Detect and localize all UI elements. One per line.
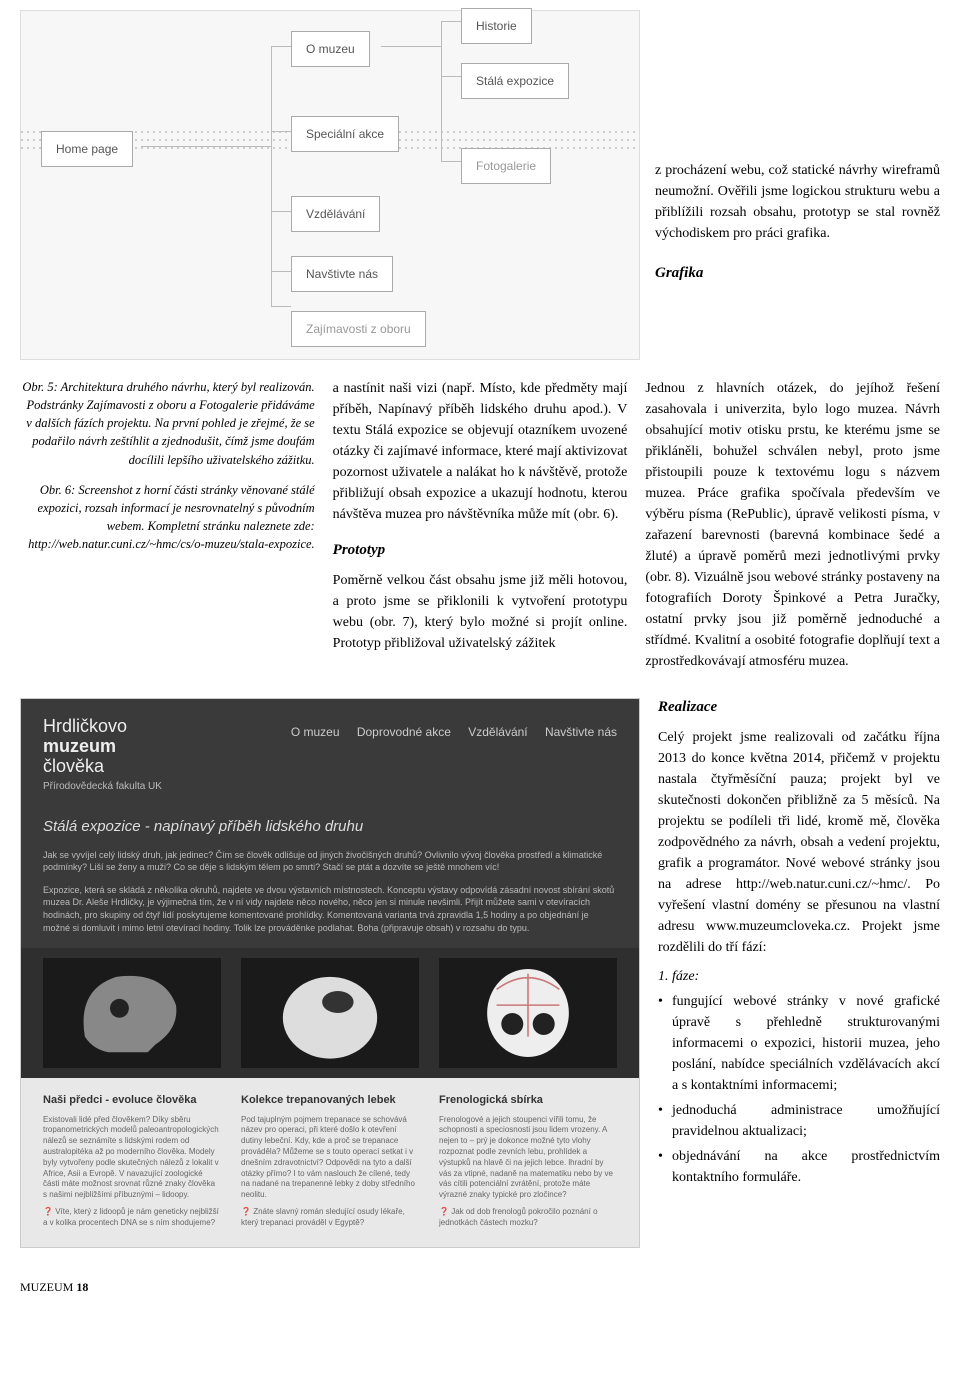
column-right: Jednou z hlavních otázek, do jejíhož řeš… (645, 378, 940, 682)
shot-nav-item: Doprovodné akce (357, 725, 451, 739)
sidebar-captions: Obr. 5: Architektura druhého návrhu, kte… (20, 378, 315, 682)
node-about: O muzeu (291, 31, 370, 67)
shot-col-3: Frenologická sbírka Frenologové a jejich… (439, 1092, 617, 1228)
phase-bullet: jednoduchá administrace umožňující pravi… (658, 1100, 940, 1142)
shot-intro2: Expozice, která se skládá z několika okr… (43, 884, 617, 934)
shot-nav-item: O muzeu (291, 725, 340, 739)
node-gallery: Fotogalerie (461, 148, 551, 184)
figure-screenshot: O muzeu Doprovodné akce Vzdělávání Navšt… (20, 698, 640, 1248)
shot-col-q: Jak od dob frenologů pokročilo poznání o… (439, 1207, 598, 1227)
logo-line2: muzeum (43, 736, 116, 756)
node-history: Historie (461, 8, 532, 44)
shot-col-1: Naši předci - evoluce člověka Existovali… (43, 1092, 221, 1228)
shot-col-heading: Naši předci - evoluce člověka (43, 1092, 221, 1109)
shot-col-text: Frenologové a jejich stoupenci vířili to… (439, 1115, 617, 1201)
node-edu: Vzdělávání (291, 196, 380, 232)
node-interests: Zajímavosti z oboru (291, 311, 426, 347)
shot-col-q: Víte, který z lidoopů je nám geneticky n… (43, 1207, 219, 1227)
col2-p1: a nastínit naši vizi (např. Místo, kde p… (333, 378, 628, 525)
shot-nav-item: Navštivte nás (545, 725, 617, 739)
shot-col-text: Pod tajuplným pojmem trepanace se schová… (241, 1115, 419, 1201)
intro-paragraph: z procházení webu, což statické návrhy w… (655, 160, 940, 244)
heading-grafika: Grafika (655, 262, 940, 285)
logo-line1: Hrdličkovo (43, 716, 127, 736)
shot-image-skull-phren (439, 958, 617, 1068)
shot-col-heading: Frenologická sbírka (439, 1092, 617, 1109)
logo-line3: člověka (43, 756, 104, 776)
node-home: Home page (41, 131, 133, 167)
shot-heading: Stálá expozice - napínavý příběh lidskéh… (43, 816, 617, 839)
shot-col-heading: Kolekce trepanovaných lebek (241, 1092, 419, 1109)
phase-bullet: objednávání na akce prostřednictvím kont… (658, 1146, 940, 1188)
shot-logo: Hrdličkovo muzeum člověka (43, 717, 127, 776)
column-right-lower: Realizace Celý projekt jsme realizovali … (658, 682, 940, 1248)
shot-image-skull-trepan (241, 958, 419, 1068)
phase-1-list: fungující webové stránky v nové grafické… (658, 991, 940, 1188)
column-middle: a nastínit naši vizi (např. Místo, kde p… (333, 378, 628, 682)
footer-page: 18 (76, 1280, 88, 1294)
heading-realizace: Realizace (658, 696, 940, 719)
node-visit: Navštivte nás (291, 256, 393, 292)
figure-sitemap: Home page O muzeu Speciální akce Vzděláv… (20, 10, 640, 360)
heading-prototyp: Prototyp (333, 539, 628, 562)
col2-p2: Poměrně velkou část obsahu jsme již měli… (333, 570, 628, 654)
shot-col-2: Kolekce trepanovaných lebek Pod tajuplný… (241, 1092, 419, 1228)
phase-1-label: 1. fáze: (658, 966, 940, 987)
caption-fig6: Obr. 6: Screenshot z horní části stránky… (20, 481, 315, 554)
shot-col-q: Znáte slavný román sledující osudy lékař… (241, 1207, 405, 1227)
node-special: Speciální akce (291, 116, 399, 152)
page-footer: MUZEUM 18 (20, 1278, 940, 1296)
shot-subtitle: Přírodovědecká fakulta UK (43, 779, 617, 794)
node-perm: Stálá expozice (461, 63, 569, 99)
col3-grafika: Jednou z hlavních otázek, do jejíhož řeš… (645, 378, 940, 672)
caption-fig5: Obr. 5: Architektura druhého návrhu, kte… (20, 378, 315, 469)
col3-real: Celý projekt jsme realizovali od začátku… (658, 727, 940, 958)
shot-nav: O muzeu Doprovodné akce Vzdělávání Navšt… (277, 723, 617, 741)
phase-bullet: fungující webové stránky v nové grafické… (658, 991, 940, 1096)
shot-intro: Jak se vyvíjel celý lidský druh, jak jed… (43, 849, 617, 874)
shot-image-skull-side (43, 958, 221, 1068)
shot-col-text: Existovali lidé před člověkem? Díky sběr… (43, 1115, 221, 1201)
shot-nav-item: Vzdělávání (468, 725, 527, 739)
footer-label: MUZEUM (20, 1280, 73, 1294)
